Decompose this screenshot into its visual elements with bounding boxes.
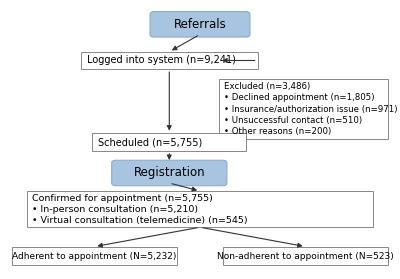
- Text: Non-adherent to appointment (N=523): Non-adherent to appointment (N=523): [217, 251, 394, 261]
- Text: • Unsuccessful contact (n=510): • Unsuccessful contact (n=510): [224, 116, 362, 125]
- Text: Referrals: Referrals: [174, 18, 226, 31]
- Text: • Declined appointment (n=1,805): • Declined appointment (n=1,805): [224, 93, 374, 102]
- Text: Confirmed for appointment (n=5,755): Confirmed for appointment (n=5,755): [32, 194, 213, 203]
- Bar: [81, 52, 258, 69]
- Text: Scheduled (n=5,755): Scheduled (n=5,755): [98, 137, 202, 147]
- Bar: [27, 191, 373, 227]
- Text: • Virtual consultation (telemedicine) (n=545): • Virtual consultation (telemedicine) (n…: [32, 216, 248, 225]
- Text: • Insurance/authorization issue (n=971): • Insurance/authorization issue (n=971): [224, 105, 397, 114]
- FancyBboxPatch shape: [112, 160, 227, 186]
- Text: Excluded (n=3,486): Excluded (n=3,486): [224, 82, 310, 91]
- Bar: [219, 79, 388, 139]
- Text: • Other reasons (n=200): • Other reasons (n=200): [224, 127, 331, 136]
- FancyBboxPatch shape: [150, 12, 250, 37]
- Text: Registration: Registration: [134, 167, 205, 179]
- Bar: [92, 133, 246, 151]
- Text: • In-person consultation (n=5,210): • In-person consultation (n=5,210): [32, 205, 198, 214]
- Text: Adherent to appointment (N=5,232): Adherent to appointment (N=5,232): [12, 251, 176, 261]
- Text: Logged into system (n=9,241): Logged into system (n=9,241): [87, 56, 236, 66]
- Bar: [223, 247, 388, 265]
- Bar: [12, 247, 177, 265]
